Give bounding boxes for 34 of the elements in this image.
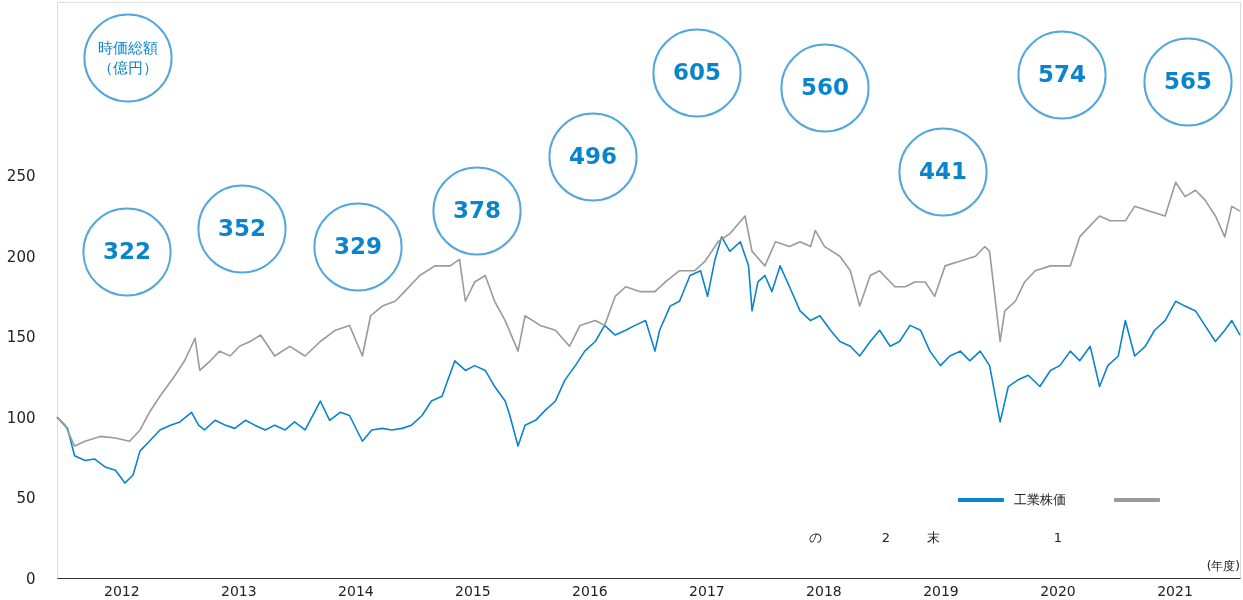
y-tick-label: 250 <box>6 167 36 186</box>
annotation: 496 <box>568 143 618 169</box>
annotation: 352 <box>217 215 267 241</box>
annotation: 1 <box>1053 530 1063 545</box>
y-tick-label: 150 <box>6 328 36 347</box>
annotation: 565 <box>1163 68 1213 94</box>
annotation: 574 <box>1037 61 1087 87</box>
annotation: の <box>808 530 822 545</box>
annotation: 441 <box>918 158 968 184</box>
y-tick-label: 50 <box>16 489 36 508</box>
x-tick-label: 2012 <box>104 582 140 599</box>
annotation: 605 <box>672 59 722 85</box>
x-tick-label: 2014 <box>338 582 374 599</box>
legend-label: 工業株価 <box>1014 492 1066 507</box>
y-tick-label: 200 <box>6 247 36 266</box>
x-tick-label: 2015 <box>455 582 491 599</box>
x-tick-label: 2018 <box>806 582 842 599</box>
annotation: 2 <box>881 530 891 545</box>
x-tick-label: 2021 <box>1157 582 1193 599</box>
x-axis-title: (年度) <box>1206 559 1240 573</box>
x-tick-label: 2013 <box>221 582 257 599</box>
annotation: 時価総額（億円） <box>98 39 158 77</box>
line-series <box>56 181 1241 447</box>
annotation: 560 <box>800 74 850 100</box>
x-tick-label: 2019 <box>923 582 959 599</box>
annotation: 329 <box>333 233 383 259</box>
annotation: 末 <box>926 530 940 545</box>
x-tick-label: 2017 <box>689 582 725 599</box>
y-tick-label: 100 <box>6 408 36 427</box>
annotation: 322 <box>102 238 152 264</box>
x-tick-label: 2016 <box>572 582 608 599</box>
y-tick-label: 0 <box>25 569 36 588</box>
x-tick-label: 2020 <box>1040 582 1076 599</box>
annotation: 378 <box>452 197 502 223</box>
